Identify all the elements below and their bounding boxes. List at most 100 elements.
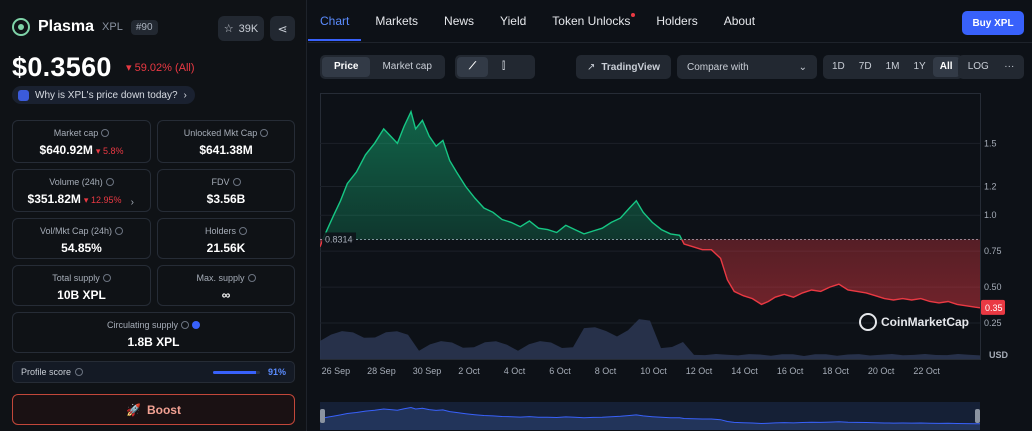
verified-icon bbox=[192, 321, 201, 329]
vol-mkt-cap-card[interactable]: Vol/Mkt Cap (24h) 54.85% bbox=[12, 218, 151, 259]
holders-card[interactable]: Holders 21.56K bbox=[157, 218, 295, 259]
info-icon[interactable] bbox=[239, 227, 247, 235]
y-tick-label: 1.5 bbox=[984, 138, 997, 148]
log-scale-toggle[interactable]: LOG bbox=[967, 61, 989, 72]
circulating-supply-card[interactable]: Circulating supply 1.8B XPL bbox=[12, 312, 295, 353]
section-tabs: Chart Markets News Yield Token Unlocks Holder… bbox=[307, 0, 755, 42]
market-cap-card[interactable]: Market cap $640.92M ▾ 5.8% bbox=[12, 120, 151, 163]
fdv-card[interactable]: FDV $3.56B bbox=[157, 169, 295, 212]
info-icon[interactable] bbox=[260, 129, 269, 137]
compare-with-select[interactable]: Compare with ⌄ bbox=[677, 55, 817, 79]
max-supply-value: ∞ bbox=[221, 288, 231, 302]
trend-icon: ↗ bbox=[586, 61, 596, 73]
y-tick-label: 1.2 bbox=[984, 181, 997, 191]
time-range-selector: 1D 7D 1M 1Y All bbox=[823, 55, 963, 79]
buy-button[interactable]: Buy XPL bbox=[962, 11, 1024, 35]
info-icon[interactable] bbox=[247, 274, 256, 282]
tab-news[interactable]: News bbox=[444, 0, 474, 42]
profile-score[interactable]: Profile score 91% bbox=[12, 361, 295, 383]
y-tick-label: 0.25 bbox=[984, 318, 1002, 328]
info-icon[interactable] bbox=[75, 368, 84, 376]
unlocked-mkt-cap-card[interactable]: Unlocked Mkt Cap $641.38M bbox=[157, 120, 295, 163]
boost-button[interactable]: 🚀 Boost bbox=[12, 394, 295, 425]
more-options-button[interactable]: ··· bbox=[1004, 61, 1015, 72]
price-toggle[interactable]: Price bbox=[322, 57, 371, 77]
tabs-divider bbox=[308, 42, 1032, 43]
price-chart[interactable]: 1.5 1.2 1.0 0.75 0.50 0.25 0.8314 0.35 CoinMarke… bbox=[319, 93, 1030, 431]
price-mcap-toggle: Price Market cap bbox=[320, 55, 445, 79]
profile-score-label: Profile score bbox=[21, 367, 72, 377]
share-button[interactable]: ⋖ bbox=[270, 16, 295, 41]
range-1d[interactable]: 1D bbox=[832, 61, 845, 72]
tab-chart[interactable]: Chart bbox=[307, 0, 362, 42]
info-icon[interactable] bbox=[102, 274, 111, 282]
chevron-right-icon[interactable]: › bbox=[130, 197, 134, 208]
chart-panel: Chart Markets News Yield Token Unlocks Holder… bbox=[307, 0, 1032, 431]
coin-symbol: XPL bbox=[102, 21, 123, 33]
profile-score-value: 91% bbox=[267, 367, 286, 377]
navigator-handle-left[interactable] bbox=[320, 409, 325, 423]
price-chart-svg: 1.5 1.2 1.0 0.75 0.50 0.25 0.8314 0.35 CoinMarke… bbox=[319, 93, 1009, 430]
x-tick-label: 16 Oct bbox=[777, 366, 804, 376]
ai-sparkle-icon bbox=[18, 89, 29, 101]
why-price-button[interactable]: Why is XPL's price down today? › bbox=[12, 86, 195, 104]
info-icon[interactable] bbox=[115, 227, 124, 235]
market-cap-toggle[interactable]: Market cap bbox=[382, 61, 432, 72]
info-icon[interactable] bbox=[101, 129, 110, 137]
fdv-label: FDV bbox=[211, 177, 230, 187]
chart-style-toggle: ⟋ ⫿ bbox=[455, 55, 535, 79]
volume-card[interactable]: Volume (24h) $351.82M ▾ 12.95% › bbox=[12, 169, 151, 212]
navigator-handle-right[interactable] bbox=[975, 409, 980, 423]
market-cap-value: $640.92M bbox=[39, 143, 93, 157]
tab-label: Chart bbox=[320, 14, 350, 28]
max-supply-card[interactable]: Max. supply ∞ bbox=[157, 265, 295, 306]
rocket-icon: 🚀 bbox=[126, 402, 141, 417]
tab-token-unlocks[interactable]: Token Unlocks bbox=[552, 0, 636, 42]
x-tick-label: 26 Sep bbox=[322, 366, 351, 376]
watchlist-count: 39K bbox=[238, 22, 259, 35]
x-tick-label: 20 Oct bbox=[868, 366, 895, 376]
currency-unit-label: USD bbox=[989, 350, 1009, 360]
range-all[interactable]: All bbox=[932, 57, 960, 77]
tab-about[interactable]: About bbox=[724, 0, 755, 42]
info-icon[interactable] bbox=[232, 178, 241, 186]
navigator-area bbox=[320, 407, 980, 430]
coinmarketcap-logo-icon bbox=[859, 313, 877, 331]
x-tick-label: 30 Sep bbox=[413, 366, 442, 376]
tab-label: News bbox=[444, 14, 475, 28]
x-tick-label: 2 Oct bbox=[458, 366, 480, 376]
watchlist-button[interactable]: ☆ 39K bbox=[218, 16, 264, 41]
circulating-supply-value: 1.8B XPL bbox=[127, 335, 180, 349]
tradingview-button[interactable]: ↗ TradingView bbox=[576, 55, 671, 79]
range-7d[interactable]: 7D bbox=[858, 61, 872, 72]
y-tick-label: 0.75 bbox=[984, 246, 1002, 256]
notification-dot bbox=[631, 13, 636, 17]
price-change-value: 59.02% (All) bbox=[134, 62, 195, 74]
vol-mkt-cap-value: 54.85% bbox=[61, 241, 102, 255]
x-tick-label: 10 Oct bbox=[640, 366, 667, 376]
range-1y[interactable]: 1Y bbox=[913, 61, 926, 72]
tab-holders[interactable]: Holders bbox=[656, 0, 697, 42]
x-tick-label: 6 Oct bbox=[549, 366, 571, 376]
max-supply-label: Max. supply bbox=[196, 273, 245, 283]
price-area-down bbox=[320, 239, 980, 308]
tab-yield[interactable]: Yield bbox=[500, 0, 526, 42]
unlocked-mkt-cap-value: $641.38M bbox=[199, 143, 253, 157]
chevron-right-icon: › bbox=[183, 89, 187, 101]
star-icon: ☆ bbox=[223, 23, 234, 35]
info-icon[interactable] bbox=[105, 178, 114, 186]
volume-value: $351.82M bbox=[27, 192, 81, 206]
baseline-label-bg bbox=[322, 232, 356, 246]
profile-score-bar bbox=[213, 371, 260, 374]
vol-mkt-cap-label: Vol/Mkt Cap (24h) bbox=[39, 226, 113, 236]
market-cap-label: Market cap bbox=[53, 128, 99, 138]
y-tick-label: 1.0 bbox=[984, 210, 997, 220]
total-supply-label: Total supply bbox=[52, 273, 100, 283]
candlestick-icon[interactable]: ⫿ bbox=[502, 61, 506, 72]
line-chart-icon[interactable]: ⟋ bbox=[457, 57, 488, 77]
profile-score-bar-fill bbox=[213, 371, 256, 374]
tab-markets[interactable]: Markets bbox=[375, 0, 418, 42]
info-icon[interactable] bbox=[181, 321, 190, 329]
range-1m[interactable]: 1M bbox=[885, 61, 900, 72]
total-supply-card[interactable]: Total supply 10B XPL bbox=[12, 265, 151, 306]
